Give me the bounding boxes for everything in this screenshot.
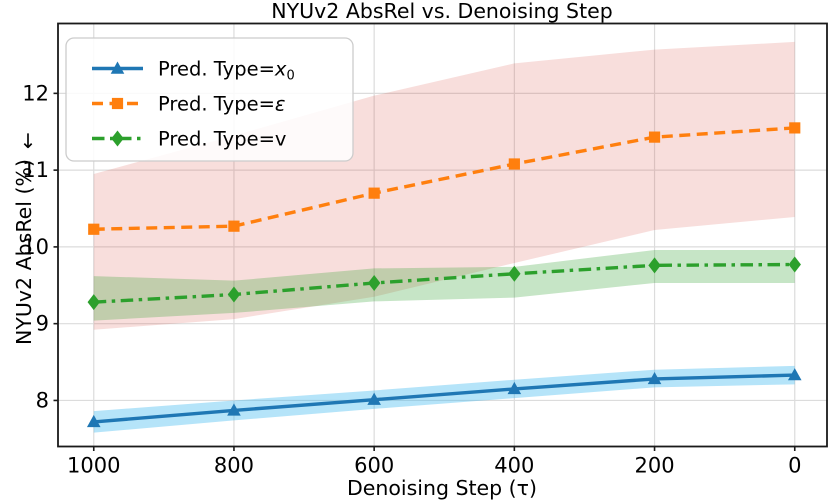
triangle-marker — [367, 392, 381, 405]
series-line — [93, 262, 795, 304]
diamond-marker — [227, 286, 241, 303]
diamond-marker — [87, 294, 100, 311]
triangle-marker — [227, 403, 241, 416]
diamond-marker — [648, 257, 661, 274]
series-markers — [86, 122, 802, 428]
square-marker — [789, 122, 801, 134]
x-tick-label: 1000 — [67, 454, 120, 478]
square-marker — [508, 158, 520, 170]
x-axis: 1000 800 600 400 200 0 — [67, 446, 801, 478]
diamond-marker — [367, 274, 381, 291]
square-marker — [111, 97, 124, 110]
x-axis-label: Denoising Step (τ) — [347, 476, 537, 500]
square-marker — [368, 187, 380, 199]
diamond-marker — [788, 256, 801, 273]
diamond-marker — [111, 130, 124, 147]
x-tick-label: 200 — [635, 454, 675, 478]
y-tick-label: 10 — [22, 235, 49, 259]
series-lines — [93, 126, 795, 424]
plot-frame — [57, 22, 828, 448]
confidence-band — [93, 41, 795, 330]
x-tick-label: 800 — [214, 454, 254, 478]
x-tick-label: 0 — [788, 454, 801, 478]
y-axis: 8 9 10 11 12 — [22, 81, 58, 412]
legend-label: Pred. Type=v — [158, 128, 286, 151]
series-line — [93, 373, 795, 424]
legend: Pred. Type=x0 Pred. Type=ε Pred. Type=v — [65, 37, 354, 162]
y-tick-label: 11 — [22, 158, 49, 182]
y-axis-label: NYUv2 AbsRel (%) — [12, 159, 36, 345]
confidence-band — [93, 249, 795, 321]
y-tick-label: 12 — [22, 81, 49, 105]
y-tick-label: 8 — [36, 388, 49, 412]
triangle-marker — [110, 61, 125, 74]
down-arrow-icon: ↓ — [20, 129, 37, 153]
confidence-band — [93, 365, 795, 433]
square-marker — [88, 223, 100, 235]
triangle-marker — [787, 368, 802, 381]
y-tick-label: 9 — [36, 312, 49, 336]
legend-label: Pred. Type=x0 — [158, 58, 295, 84]
square-marker — [228, 220, 240, 232]
x-tick-label: 400 — [494, 454, 534, 478]
triangle-marker — [647, 371, 662, 385]
triangle-marker — [86, 414, 101, 428]
legend-label: Pred. Type=ε — [158, 93, 285, 116]
triangle-marker — [507, 381, 522, 395]
series-line — [93, 126, 795, 231]
chart-title: NYUv2 AbsRel vs. Denoising Step — [271, 0, 612, 23]
square-marker — [648, 131, 661, 143]
diamond-marker — [508, 265, 521, 282]
x-tick-label: 600 — [354, 454, 394, 478]
